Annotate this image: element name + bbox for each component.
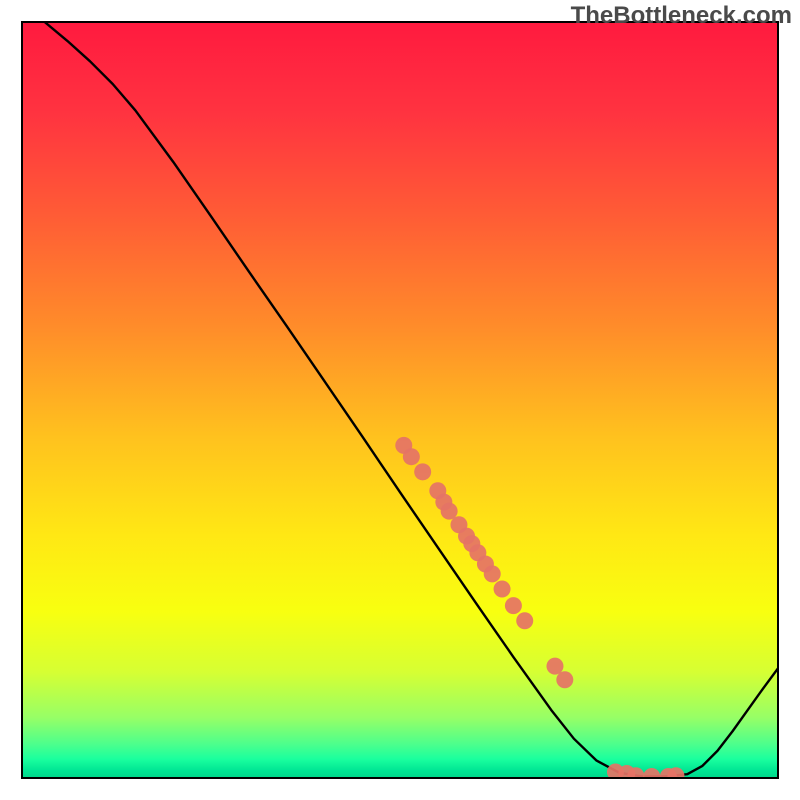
data-point [494,581,511,598]
data-point [484,565,501,582]
data-point [441,503,458,520]
data-point [643,768,660,785]
bottleneck-curve-chart [0,0,800,800]
data-point [414,463,431,480]
chart-container: TheBottleneck.com [0,0,800,800]
data-point [516,612,533,629]
data-point [403,448,420,465]
data-point [505,597,522,614]
data-point [667,767,684,784]
data-point [556,671,573,688]
data-point [627,767,644,784]
gradient-background [22,22,778,778]
data-point [546,658,563,675]
